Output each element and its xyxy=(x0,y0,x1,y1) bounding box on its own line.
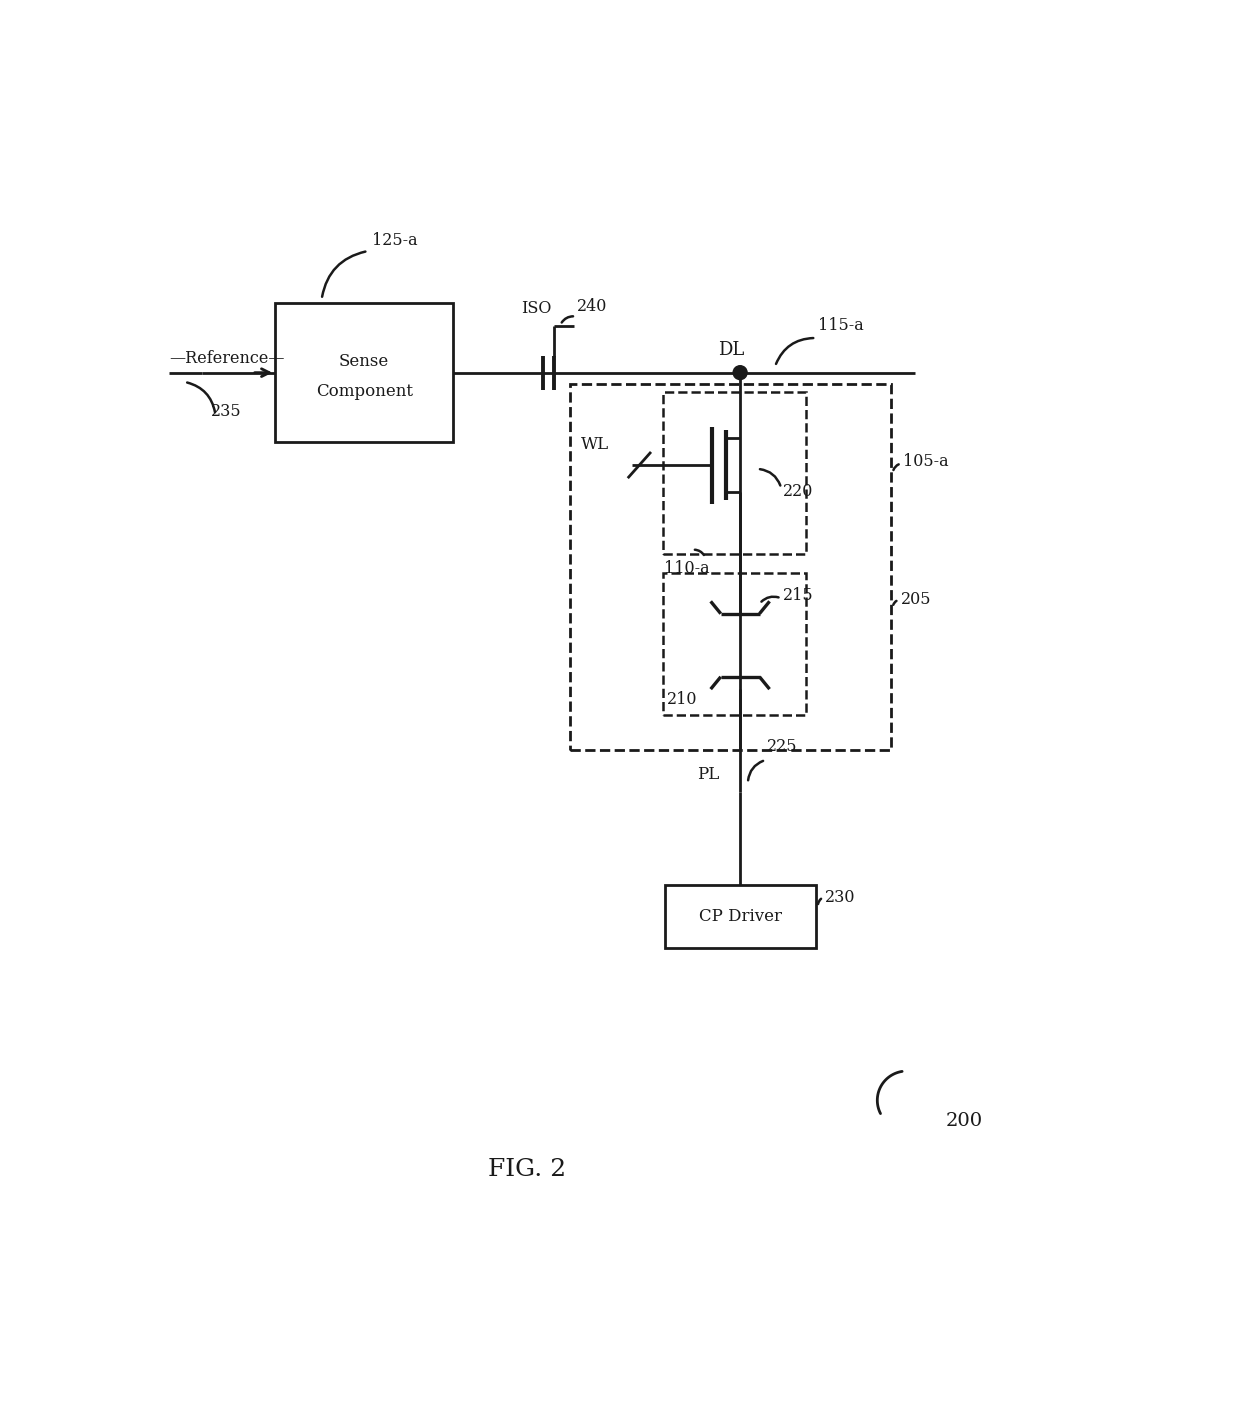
Text: 225: 225 xyxy=(768,739,797,756)
Text: 205: 205 xyxy=(900,592,931,608)
Text: DL: DL xyxy=(718,341,744,358)
Bar xyxy=(662,573,806,715)
Bar xyxy=(665,885,816,948)
Bar xyxy=(662,392,806,554)
Text: 235: 235 xyxy=(211,403,242,420)
Text: ISO: ISO xyxy=(522,301,552,318)
Text: 110-a: 110-a xyxy=(665,559,709,577)
Text: 210: 210 xyxy=(667,691,697,708)
Text: Sense: Sense xyxy=(339,353,389,370)
Text: WL: WL xyxy=(582,437,609,454)
Text: CP Driver: CP Driver xyxy=(698,908,781,924)
Text: 115-a: 115-a xyxy=(817,318,863,334)
Text: 215: 215 xyxy=(782,587,813,604)
Text: 200: 200 xyxy=(945,1113,982,1130)
Text: 220: 220 xyxy=(782,483,813,500)
Text: Component: Component xyxy=(316,384,413,400)
Text: FIG. 2: FIG. 2 xyxy=(487,1158,567,1182)
Text: 105-a: 105-a xyxy=(903,452,949,469)
Text: 240: 240 xyxy=(578,298,608,315)
Text: PL: PL xyxy=(697,766,719,783)
Bar xyxy=(275,303,454,443)
Circle shape xyxy=(733,365,746,379)
Bar xyxy=(569,384,892,750)
Text: —Reference—: —Reference— xyxy=(169,350,284,367)
Text: 125-a: 125-a xyxy=(372,232,418,250)
Text: 230: 230 xyxy=(825,889,856,906)
